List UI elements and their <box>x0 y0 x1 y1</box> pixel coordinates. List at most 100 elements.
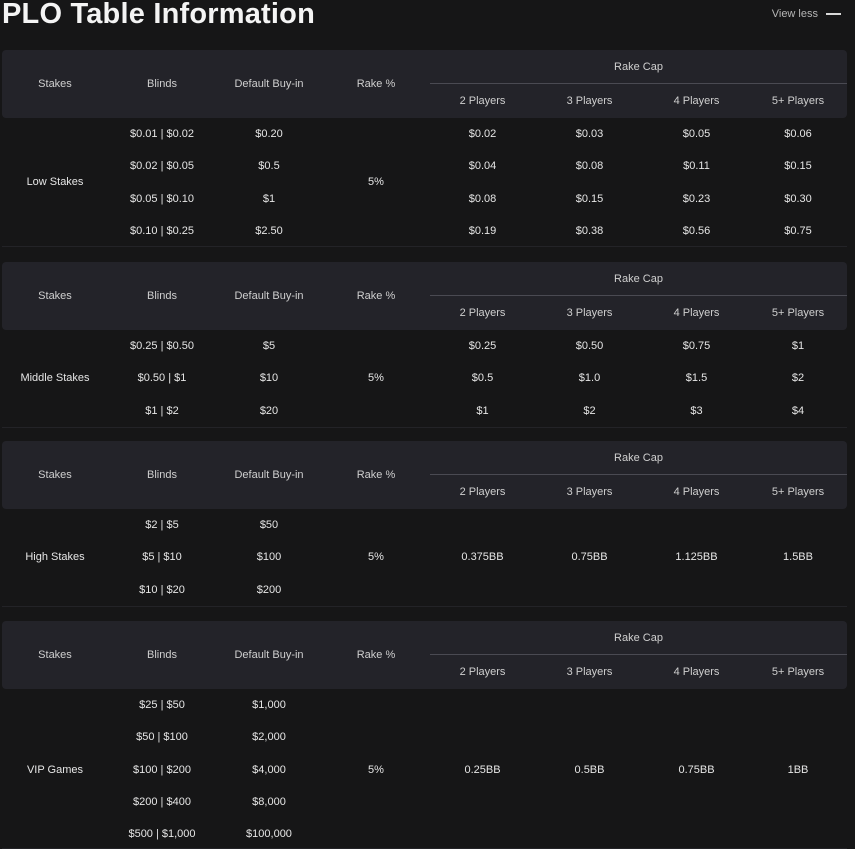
rake-cap-value: $0.02 <box>468 128 497 140</box>
rake-cap-value: $2 <box>583 404 596 417</box>
table-header: Stakes Blinds Default Buy-in Rake % Rake Cap… <box>2 262 847 330</box>
blinds-value: $0.25 | $0.50 <box>129 340 195 352</box>
stakes-level: High Stakes <box>25 551 85 564</box>
rake-cap-value: $2 <box>791 372 805 385</box>
blinds-value: $0.05 | $0.10 <box>129 192 195 205</box>
view-less-label: View less <box>771 8 818 20</box>
table-body: Low Stakes 5% $0.01 | $0.02 $0.20 $0.02 $0.03… <box>2 118 847 247</box>
blinds-value: $25 | $50 <box>139 699 185 711</box>
page-header: PLO Table Information View less <box>0 0 855 36</box>
rake-cap-value: 1.5BB <box>783 551 813 564</box>
blinds-value: $50 | $100 <box>136 731 188 744</box>
rake-cap-value: $0.03 <box>575 128 604 140</box>
rake-cap-value: $1 <box>791 340 805 352</box>
minus-icon <box>826 13 841 15</box>
buy-in-value: $2,000 <box>252 731 286 744</box>
rake-cap-value: $0.15 <box>575 192 604 205</box>
rake-cap-value: $0.75 <box>682 340 711 352</box>
header-stakes: Stakes <box>38 78 72 90</box>
buy-in-value: $20 <box>259 404 279 417</box>
header-blinds: Blinds <box>147 649 177 661</box>
rake-cap-value: 0.5BB <box>574 763 605 776</box>
rake-percent: 5% <box>368 551 384 564</box>
rake-cap-value: $0.08 <box>468 192 497 205</box>
buy-in-value: $4,000 <box>252 763 286 776</box>
rake-percent: 5% <box>368 763 384 776</box>
rake-cap-value: $0.50 <box>575 340 604 352</box>
rake-cap-value: $0.05 <box>682 128 711 140</box>
rake-cap-value: $0.08 <box>575 160 604 173</box>
buy-in-value: $8,000 <box>252 795 286 808</box>
blinds-value: $200 | $400 <box>133 795 191 808</box>
buy-in-value: $0.5 <box>258 160 280 173</box>
rake-cap-value: $0.19 <box>468 224 497 237</box>
header-players-5: 5+ Players <box>771 666 825 678</box>
rake-cap-value: $1 <box>476 404 489 417</box>
header-rake-cap: Rake Cap <box>614 273 663 285</box>
header-players-5: 5+ Players <box>771 486 825 498</box>
buy-in-value: $100 <box>256 551 282 564</box>
blinds-value: $0.10 | $0.25 <box>129 224 195 237</box>
rake-cap-value: $0.06 <box>784 128 812 140</box>
blinds-value: $500 | $1,000 <box>128 828 196 841</box>
header-rake-percent: Rake % <box>356 290 396 302</box>
rake-cap-value: $0.5 <box>471 372 494 385</box>
rake-percent: 5% <box>368 372 384 385</box>
blinds-value: $2 | $5 <box>145 519 179 531</box>
header-players-3: 3 Players <box>566 486 613 498</box>
header-players-5: 5+ Players <box>771 307 825 319</box>
header-players-2: 2 Players <box>459 666 506 678</box>
table-body: Middle Stakes 5% $0.25 | $0.50 $5 $0.25 $0.50… <box>2 330 847 428</box>
blinds-value: $100 | $200 <box>133 763 191 776</box>
header-rake-percent: Rake % <box>356 78 396 90</box>
blinds-value: $0.50 | $1 <box>137 372 187 385</box>
stakes-table: Stakes Blinds Default Buy-in Rake % Rake Cap… <box>2 441 847 607</box>
table-body: VIP Games 5% $25 | $50 $1,000 $50 | $100 $2,0… <box>2 689 847 849</box>
rake-cap-value: $0.23 <box>682 192 711 205</box>
header-blinds: Blinds <box>147 290 177 302</box>
stakes-table: Stakes Blinds Default Buy-in Rake % Rake Cap… <box>2 621 847 849</box>
buy-in-value: $1 <box>262 192 276 205</box>
rake-cap-value: $0.30 <box>784 192 812 205</box>
buy-in-value: $50 <box>259 519 279 531</box>
rake-cap-value: 0.25BB <box>464 763 501 776</box>
rake-cap-value: $1.5 <box>685 372 708 385</box>
rake-cap-value: $3 <box>690 404 703 417</box>
stakes-table: Stakes Blinds Default Buy-in Rake % Rake Cap… <box>2 50 847 247</box>
rake-cap-value: $0.11 <box>683 160 710 173</box>
table-body: High Stakes 5% $2 | $5 $50 $5 | $10 $100 $10 |… <box>2 509 847 607</box>
blinds-value: $1 | $2 <box>145 404 179 417</box>
rake-cap-value: $0.04 <box>468 160 497 173</box>
blinds-value: $5 | $10 <box>142 551 182 564</box>
rake-cap-value: $0.56 <box>682 224 711 237</box>
buy-in-value: $10 <box>259 372 279 385</box>
header-players-3: 3 Players <box>566 307 613 319</box>
buy-in-value: $200 <box>256 583 282 596</box>
header-blinds: Blinds <box>147 78 177 90</box>
header-rake-cap: Rake Cap <box>614 632 663 644</box>
header-default-buy-in: Default Buy-in <box>234 649 304 661</box>
rake-cap-value: $0.38 <box>575 224 604 237</box>
rake-cap-divider <box>430 474 847 475</box>
header-players-2: 2 Players <box>459 486 506 498</box>
header-players-4: 4 Players <box>673 666 720 678</box>
buy-in-value: $2.50 <box>255 224 283 237</box>
view-less-button[interactable]: View less <box>772 8 841 20</box>
rake-cap-value: $4 <box>791 404 805 417</box>
table-header: Stakes Blinds Default Buy-in Rake % Rake Cap… <box>2 621 847 689</box>
buy-in-value: $1,000 <box>252 699 286 711</box>
header-rake-cap: Rake Cap <box>614 452 663 464</box>
header-players-2: 2 Players <box>459 95 506 107</box>
rake-cap-value: 0.75BB <box>571 551 608 564</box>
table-header: Stakes Blinds Default Buy-in Rake % Rake Cap… <box>2 50 847 118</box>
rake-cap-value: $0.15 <box>784 160 812 173</box>
rake-cap-value: 0.375BB <box>461 551 504 564</box>
header-default-buy-in: Default Buy-in <box>234 78 304 90</box>
blinds-value: $0.02 | $0.05 <box>129 160 195 173</box>
buy-in-value: $5 <box>262 340 276 352</box>
rake-cap-divider <box>430 295 847 296</box>
header-stakes: Stakes <box>38 290 72 302</box>
header-stakes: Stakes <box>38 649 72 661</box>
header-players-3: 3 Players <box>566 95 613 107</box>
table-header: Stakes Blinds Default Buy-in Rake % Rake Cap… <box>2 441 847 509</box>
